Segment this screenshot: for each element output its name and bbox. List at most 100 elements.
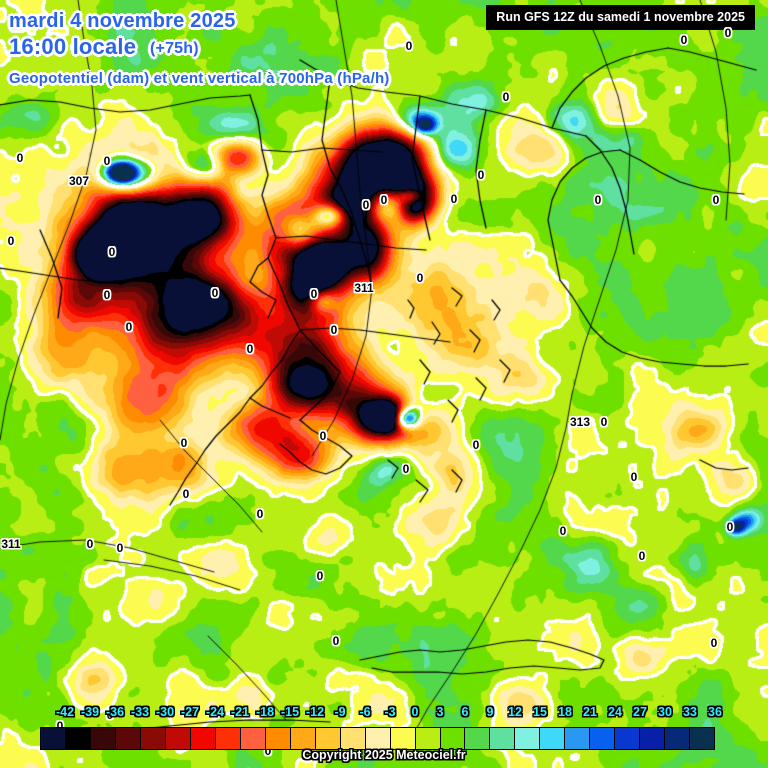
color-scale-tick: -24 [205,705,225,719]
zero-contour-label: 0 [103,154,111,168]
zero-contour-label: 0 [630,470,638,484]
zero-contour-label: 0 [600,415,608,429]
zero-contour-label: 0 [726,520,734,534]
color-swatch [365,728,391,749]
zero-contour-label: 0 [472,438,480,452]
zero-contour-label: 0 [106,708,114,722]
color-scale-tick: -6 [359,705,371,719]
zero-contour-label: 0 [380,193,388,207]
color-scale-tick: 12 [508,705,522,719]
color-swatch [440,728,466,749]
color-swatch [465,728,491,749]
zero-contour-label: 0 [477,168,485,182]
color-swatch [215,728,241,749]
zero-contour-label: 0 [362,198,370,212]
color-swatch [290,728,316,749]
color-scale-tick: 0 [411,705,419,719]
color-swatch [590,728,616,749]
color-swatch [615,728,641,749]
color-scale-tick: 27 [633,705,647,719]
zero-contour-label: 0 [116,541,124,555]
zero-contour-label: 0 [108,245,116,259]
color-scale-tick: -9 [334,705,346,719]
color-swatch [90,728,116,749]
zero-contour-label: 0 [182,487,190,501]
zero-contour-label: 0 [310,287,318,301]
forecast-date-label: mardi 4 novembre 2025 [9,10,236,32]
color-scale-tick: -33 [130,705,150,719]
color-scale-tick: 24 [608,705,622,719]
zero-contour-label: 0 [594,193,602,207]
color-swatch [190,728,216,749]
zero-contour-label: 0 [724,26,732,40]
zero-contour-label: 0 [125,320,133,334]
color-scale-bar[interactable] [40,727,715,750]
zero-contour-label: 0 [180,436,188,450]
zero-contour-label: 0 [416,271,424,285]
parameter-label: Geopotentiel (dam) et vent vertical à 70… [9,70,390,87]
color-scale-tick: -3 [384,705,396,719]
color-swatch [340,728,366,749]
color-scale-tick-labels: -42 -39 -36 -33 -30 -27 -24 -21 -18 -15 -12 -9 -6 -3 0… [0,705,768,727]
color-scale-tick: -21 [230,705,250,719]
color-scale-tick: 18 [558,705,572,719]
color-swatch [540,728,566,749]
copyright-label: Copyright 2025 Meteociel.fr [302,748,466,762]
zero-contour-label: 0 [319,429,327,443]
geopotential-contour-label: 311 [1,537,21,551]
zero-contour-label: 0 [316,569,324,583]
zero-contour-label: 0 [330,323,338,337]
color-scale-tick: 33 [683,705,697,719]
color-swatch [515,728,541,749]
color-scale-legend: -42 -39 -36 -33 -30 -27 -24 -21 -18 -15 -12 -9 -6 -3 0… [0,705,768,768]
color-swatch [390,728,416,749]
zero-contour-label: 0 [264,744,272,758]
model-run-box: Run GFS 12Z du samedi 1 novembre 2025 [486,5,755,30]
color-swatch [640,728,666,749]
zero-contour-label: 0 [559,524,567,538]
color-scale-tick: 36 [708,705,722,719]
zero-contour-label: 0 [256,507,264,521]
color-scale-tick: -36 [105,705,125,719]
color-scale-tick: 3 [436,705,444,719]
geopotential-contour-label: 311 [354,281,374,295]
color-swatch [265,728,291,749]
zero-contour-label: 0 [712,193,720,207]
color-scale-tick: 6 [461,705,469,719]
color-swatch [415,728,441,749]
zero-contour-label: 0 [680,33,688,47]
zero-contour-label: 0 [86,537,94,551]
color-scale-tick: -12 [305,705,325,719]
color-swatch [140,728,166,749]
zero-contour-label: 0 [405,39,413,53]
zero-contour-label: 0 [450,192,458,206]
zero-contour-label: 0 [638,549,646,563]
zero-contour-label: 0 [402,462,410,476]
zero-contour-label: 0 [16,151,24,165]
geopotential-contour-label: 307 [68,174,90,188]
color-scale-tick: -42 [55,705,75,719]
color-scale-tick: -39 [80,705,100,719]
color-swatch [115,728,141,749]
color-swatch [240,728,266,749]
color-scale-tick: -15 [280,705,300,719]
color-swatch [665,728,691,749]
color-swatch [65,728,91,749]
zero-contour-label: 0 [246,342,254,356]
zero-contour-label: 0 [103,288,111,302]
zero-contour-label: 0 [211,286,219,300]
zero-contour-label: 0 [7,234,15,248]
color-swatch [690,728,715,749]
color-scale-tick: 21 [583,705,597,719]
color-swatch [565,728,591,749]
color-swatch [490,728,516,749]
forecast-leadtime-label: (+75h) [150,40,199,57]
zero-contour-label: 0 [56,719,64,733]
model-run-label: Run GFS 12Z du samedi 1 novembre 2025 [496,10,745,24]
zero-contour-label: 0 [332,634,340,648]
zero-contour-label: 0 [710,636,718,650]
color-swatch [41,728,66,749]
color-scale-tick: 9 [486,705,494,719]
color-scale-tick: -27 [180,705,200,719]
